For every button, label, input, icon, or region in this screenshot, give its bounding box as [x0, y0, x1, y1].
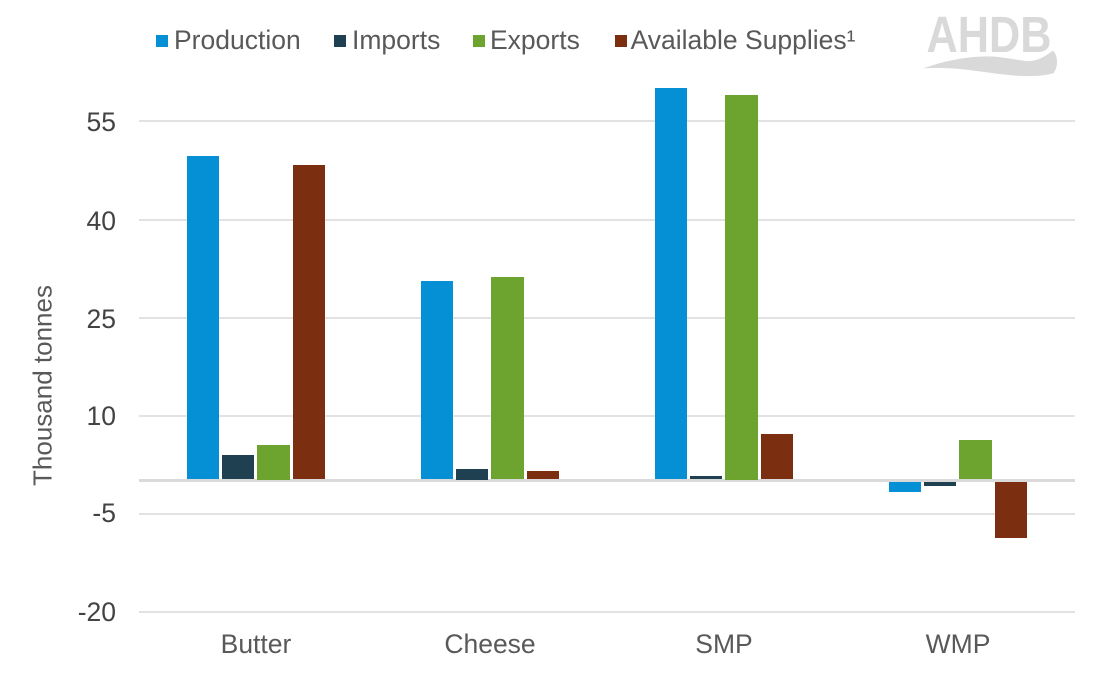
- svg-text:AHDB: AHDB: [927, 8, 1052, 63]
